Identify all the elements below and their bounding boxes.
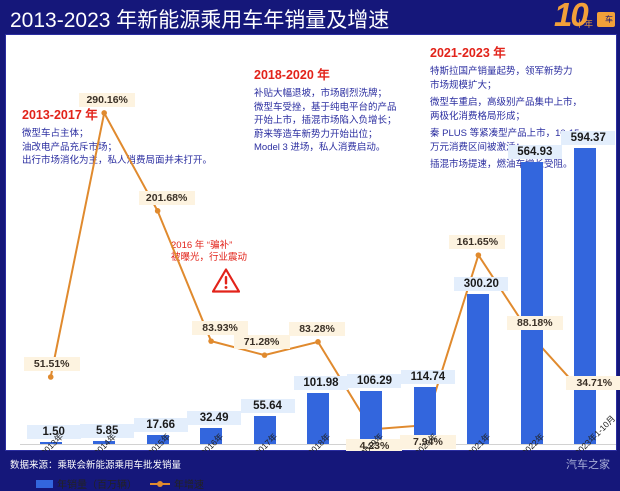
legend-line-label: 年增速 xyxy=(174,480,204,491)
annotation-title: 2018-2020 年 xyxy=(254,68,330,82)
annotation-line: 特斯拉国产销量起势，领军新势力 xyxy=(430,66,573,77)
legend-item-growth: 年增速 xyxy=(150,476,204,491)
annotation-line: 插混市场提速，燃油车增长受阻。 xyxy=(430,159,573,170)
bar-2018年 xyxy=(307,393,329,444)
bar-value-label: 114.74 xyxy=(400,369,455,384)
logo-subtitle: 十年 xyxy=(575,19,594,29)
annotation-line: 补贴大幅退坡，市场剧烈洗牌； xyxy=(254,88,388,99)
growth-rate-label: 161.65% xyxy=(449,235,506,250)
bar-value-label: 106.29 xyxy=(347,374,402,389)
annotation-line: Model 3 进场，私人消费启动。 xyxy=(254,142,386,153)
bar-value-label: 17.66 xyxy=(133,418,188,433)
annotation-2021-2023: 2021-2023 年 特斯拉国产销量起势，领军新势力 市场规模扩大； 微型车重… xyxy=(430,42,582,172)
annotation-title: 2021-2023 年 xyxy=(430,46,506,60)
bar-2013年 xyxy=(39,442,62,444)
data-source-text: 数据来源：乘联会新能源乘用车批发销量 xyxy=(10,460,182,471)
growth-rate-label: 4.23% xyxy=(346,439,403,454)
bar-2020年 xyxy=(413,386,436,444)
growth-rate-label: 34.71% xyxy=(566,375,620,390)
annotation-2013-2017: 2013-2017 年 微型车占主体； 油改电产品充斥市场； 出行市场消化为主，… xyxy=(22,104,212,168)
growth-rate-label: 7.94% xyxy=(399,435,456,450)
legend-bar-swatch xyxy=(36,479,53,488)
bar-value-label: 594.37 xyxy=(561,130,616,145)
warning-note-line-2: 被曝光，行业震动 xyxy=(171,252,248,263)
bar-value-label: 55.64 xyxy=(240,399,295,414)
chart-legend: 年销量（百万辆） 年增速 xyxy=(36,476,204,491)
header-bar: 2013-2023 年新能源乘用车年销量及增速 10 十年 车 xyxy=(0,0,620,33)
logo-badge-text: 车 xyxy=(605,15,613,24)
annotation-2018-2020: 2018-2020 年 补贴大幅退坡，市场剧烈洗牌； 微型车受挫，基于纯电平台的… xyxy=(254,64,397,155)
bar-2016年 xyxy=(200,427,223,444)
bar-2023年1-10月 xyxy=(574,147,597,444)
annotation-line: 秦 PLUS 等紧凑型产品上市，10-15 xyxy=(430,128,580,139)
growth-rate-label: 201.68% xyxy=(138,190,195,205)
legend-bar-label: 年销量（百万辆） xyxy=(57,480,137,491)
bar-value-label: 101.98 xyxy=(294,376,348,391)
bar-2021年 xyxy=(467,294,490,444)
bar-2019年 xyxy=(360,391,383,444)
fraud-warning-note: 2016 年 “骗补” 被曝光，行业震动 xyxy=(171,240,281,293)
annotation-line: 微型车重启，高级别产品集中上市， xyxy=(430,97,583,108)
bar-value-label: 1.50 xyxy=(26,425,81,439)
brand-watermark: 汽车之家 xyxy=(566,459,610,471)
chart-panel: 2013-2017 年 微型车占主体； 油改电产品充斥市场； 出行市场消化为主，… xyxy=(5,34,620,491)
bar-value-label: 300.20 xyxy=(454,277,509,292)
bar-value-label: 5.85 xyxy=(80,424,135,439)
annotation-line: 蔚来等造车新势力开始出位； xyxy=(254,128,378,140)
annotation-line: 出行市场消化为主，私人消费局面并未打开。 xyxy=(22,155,213,166)
legend-item-sales: 年销量（百万辆） xyxy=(36,476,137,491)
annotation-line: 开始上市，插混市场陷入负增长； xyxy=(254,115,397,126)
annotation-title: 2013-2017 年 xyxy=(22,108,98,122)
growth-rate-label: 51.51% xyxy=(23,357,80,371)
legend-line-swatch xyxy=(150,480,170,488)
footer-bar: 数据来源：乘联会新能源乘用车批发销量 汽车之家 xyxy=(0,451,620,477)
plot-area: 1.50 5.85 17.66 32.49 55.64 101.98 106.29 114.7… xyxy=(12,69,620,458)
annotation-line: 万元消费区间被激活； xyxy=(430,141,526,153)
annotation-line: 微型车受挫，基于纯电平台的产品 xyxy=(254,101,397,113)
bar-value-label: 564.93 xyxy=(507,145,562,160)
growth-rate-label: 83.93% xyxy=(192,321,249,336)
bar-2022年 xyxy=(520,162,543,444)
page-title: 2013-2023 年新能源乘用车年销量及增速 xyxy=(10,9,390,32)
autohome-10-year-logo: 10 十年 车 xyxy=(554,0,616,33)
x-axis-line xyxy=(20,444,616,445)
bar-2015年 xyxy=(146,435,169,444)
bar-value-label: 32.49 xyxy=(187,410,242,425)
bar-2014年 xyxy=(93,441,116,444)
warning-note-line-1: 2016 年 “骗补” xyxy=(171,240,233,251)
logo-number: 10 xyxy=(554,0,589,33)
warning-triangle-icon xyxy=(211,268,241,293)
growth-rate-label: 88.18% xyxy=(506,316,563,331)
growth-rate-label: 290.16% xyxy=(79,92,136,107)
annotation-line: 微型车占主体； xyxy=(22,128,89,139)
growth-rate-label: 71.28% xyxy=(233,335,290,350)
annotation-line: 油改电产品充斥市场； xyxy=(22,141,118,153)
annotation-line: 市场规模扩大； xyxy=(430,79,497,91)
logo-badge-shape xyxy=(597,12,615,27)
annotation-line: 两极化消费格局形成； xyxy=(430,110,526,122)
bar-2017年 xyxy=(253,416,276,444)
growth-rate-label: 83.28% xyxy=(289,321,345,336)
